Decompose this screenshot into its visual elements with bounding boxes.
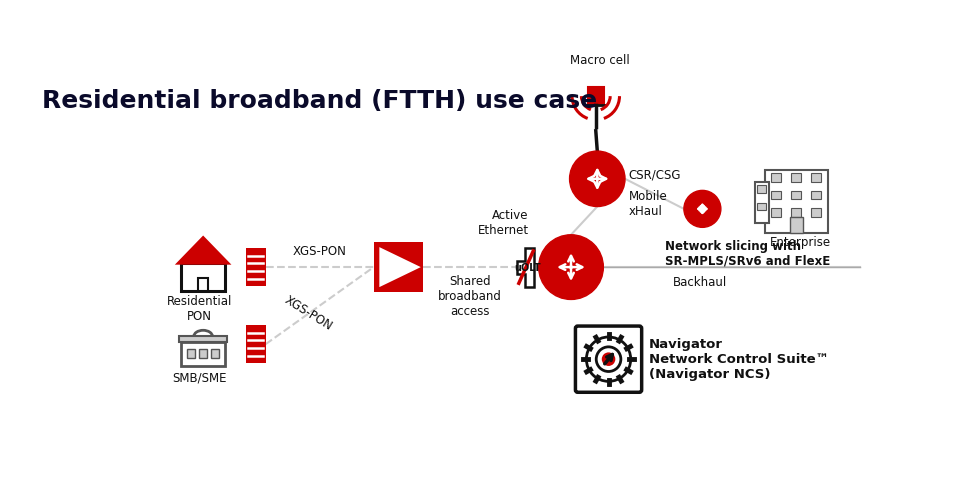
FancyBboxPatch shape [180,264,225,291]
Text: Residential broadband (FTTH) use case: Residential broadband (FTTH) use case [42,89,597,113]
FancyBboxPatch shape [212,348,219,358]
Circle shape [538,235,604,300]
Circle shape [602,352,615,366]
FancyBboxPatch shape [187,348,195,358]
FancyBboxPatch shape [811,173,822,182]
Text: SMB/SME: SMB/SME [172,372,226,385]
Polygon shape [381,250,417,285]
Polygon shape [517,248,534,286]
FancyBboxPatch shape [771,191,781,200]
FancyBboxPatch shape [756,183,769,224]
Circle shape [597,347,621,371]
FancyBboxPatch shape [757,185,766,192]
Text: Active
Ethernet: Active Ethernet [478,209,528,237]
FancyBboxPatch shape [790,217,802,233]
Text: XGS-PON: XGS-PON [292,245,347,258]
Circle shape [569,151,625,206]
Polygon shape [178,238,228,264]
FancyBboxPatch shape [791,208,801,217]
FancyBboxPatch shape [588,87,592,105]
Text: uOLT: uOLT [515,263,541,273]
FancyBboxPatch shape [373,243,423,292]
FancyBboxPatch shape [180,342,225,366]
Text: Macro cell: Macro cell [569,54,630,67]
FancyBboxPatch shape [811,191,822,200]
FancyBboxPatch shape [764,170,828,233]
Text: Backhaul: Backhaul [673,276,727,289]
FancyBboxPatch shape [791,191,801,200]
FancyBboxPatch shape [811,208,822,217]
Text: XGS-PON: XGS-PON [282,294,334,333]
FancyBboxPatch shape [594,87,598,105]
Text: Mobile
xHaul: Mobile xHaul [629,189,668,218]
Text: Residential
PON: Residential PON [167,295,232,323]
Text: Network slicing with
SR-MPLS/SRv6 and FlexE: Network slicing with SR-MPLS/SRv6 and Fl… [665,240,830,268]
FancyBboxPatch shape [246,248,266,286]
Text: Enterprise: Enterprise [769,236,831,249]
FancyBboxPatch shape [179,336,227,343]
Circle shape [586,337,631,381]
Text: CSR/CSG: CSR/CSG [629,168,682,182]
FancyBboxPatch shape [575,326,642,392]
FancyBboxPatch shape [771,173,781,182]
Circle shape [683,190,721,227]
Text: Shared
broadband
access: Shared broadband access [438,275,502,318]
FancyBboxPatch shape [600,87,604,105]
FancyBboxPatch shape [246,325,266,364]
FancyBboxPatch shape [757,203,766,210]
FancyBboxPatch shape [199,348,207,358]
FancyBboxPatch shape [791,173,801,182]
FancyBboxPatch shape [198,278,208,291]
FancyBboxPatch shape [771,208,781,217]
Text: Navigator
Network Control Suite™
(Navigator NCS): Navigator Network Control Suite™ (Naviga… [648,338,829,381]
